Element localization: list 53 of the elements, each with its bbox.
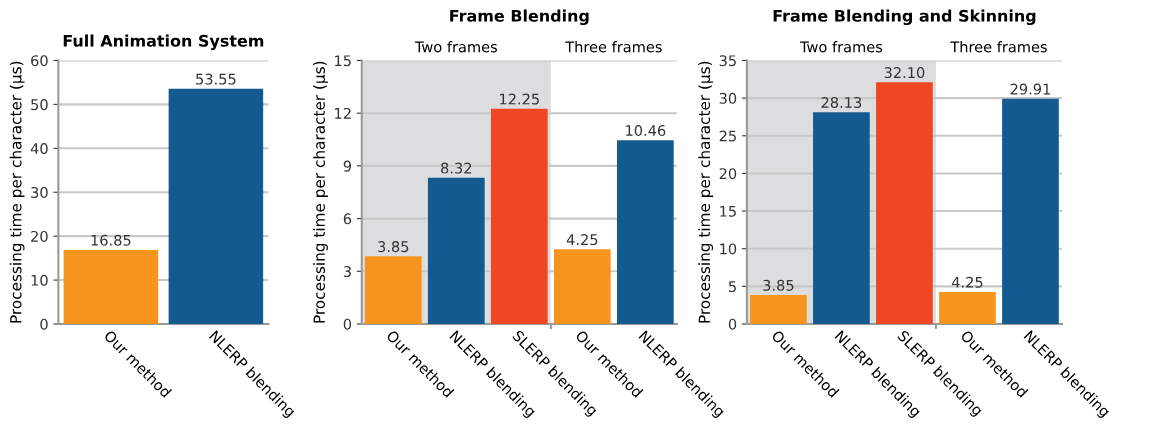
- data-label: 53.55: [196, 73, 236, 85]
- data-label: 8.32: [441, 162, 472, 174]
- y-tick-label: 50: [31, 99, 48, 111]
- y-tick-label: 10: [31, 274, 48, 286]
- bar: [364, 256, 422, 324]
- bar: [813, 112, 870, 324]
- text: Two frames: [799, 41, 883, 53]
- data-label: 16.85: [91, 234, 131, 246]
- y-tick-label: 40: [30, 143, 48, 155]
- bar: [616, 140, 674, 324]
- y-tick-label: 10: [720, 243, 737, 255]
- y-tick-label: 3: [343, 266, 351, 278]
- text: Three frames: [565, 41, 662, 53]
- y-tick-label: 12: [335, 107, 351, 119]
- y-tick-label: 25: [719, 130, 736, 142]
- y-tick-label: 35: [719, 55, 736, 67]
- chart-title: Frame Blending: [450, 9, 589, 26]
- data-label: 4.25: [566, 234, 598, 246]
- y-tick-label: 15: [335, 55, 351, 67]
- data-label: 29.91: [1010, 83, 1050, 95]
- y-tick-label: 6: [343, 213, 352, 225]
- data-label: 12.25: [500, 93, 539, 105]
- data-label: 3.85: [763, 279, 794, 291]
- bar: [553, 249, 611, 324]
- y-tick-label: 60: [31, 55, 48, 67]
- y-tick-label: 15: [720, 205, 736, 217]
- text: Three frames: [950, 41, 1047, 53]
- y-tick-label: 30: [719, 92, 737, 104]
- data-label: 10.46: [626, 124, 666, 137]
- text: Two frames: [414, 41, 497, 53]
- y-tick-label: 20: [31, 230, 48, 242]
- bar: [876, 82, 933, 324]
- bar: [490, 108, 548, 324]
- y-axis-title: Processing time per character (μs): [313, 61, 328, 323]
- y-tick-label: 0: [728, 318, 737, 330]
- data-label: 32.10: [884, 67, 925, 79]
- data-label: 4.25: [951, 276, 983, 288]
- chart-title: Frame Blending and Skinning: [773, 9, 1036, 26]
- chart-title: Full Animation System: [63, 34, 264, 51]
- bar: [427, 177, 485, 324]
- y-axis-title: Processing time per character (μs): [698, 61, 714, 323]
- y-axis-title: Processing time per character (μs): [9, 61, 25, 323]
- bar: [939, 292, 996, 324]
- y-tick-label: 0: [343, 318, 352, 330]
- y-tick-label: 0: [40, 318, 48, 330]
- data-label: 3.85: [378, 241, 409, 253]
- y-tick-label: 20: [719, 168, 737, 180]
- data-label: 28.13: [821, 96, 862, 108]
- y-tick-label: 30: [31, 186, 48, 198]
- y-tick-label: 5: [729, 281, 736, 293]
- y-tick-label: 9: [343, 160, 352, 172]
- bar: [750, 295, 807, 324]
- bar: [1002, 98, 1059, 324]
